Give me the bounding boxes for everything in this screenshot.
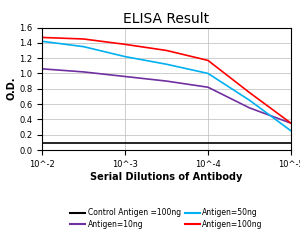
X-axis label: Serial Dilutions of Antibody: Serial Dilutions of Antibody: [90, 172, 243, 181]
Legend: Control Antigen =100ng, Antigen=10ng, Antigen=50ng, Antigen=100ng: Control Antigen =100ng, Antigen=10ng, An…: [67, 205, 266, 232]
Title: ELISA Result: ELISA Result: [123, 12, 210, 26]
Y-axis label: O.D.: O.D.: [6, 77, 16, 100]
